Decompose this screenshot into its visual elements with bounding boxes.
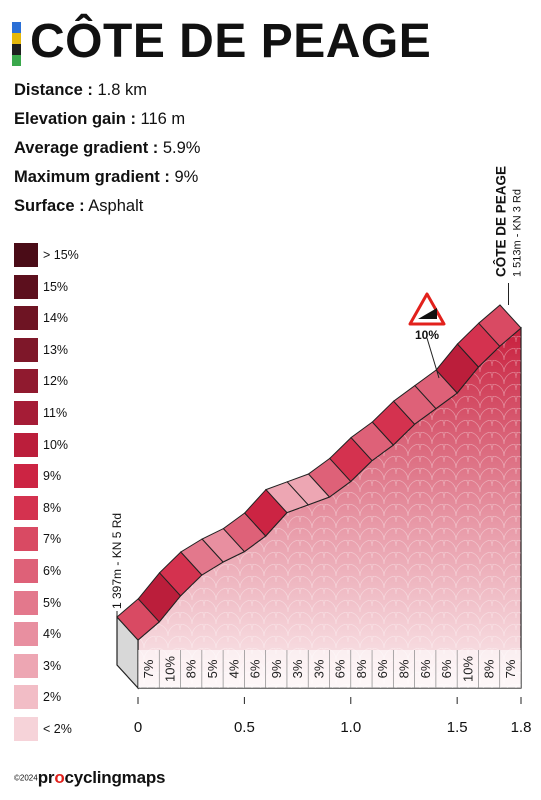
stat-elevation-gain: Elevation gain : 116 m [14, 110, 186, 128]
legend-swatch [14, 716, 38, 741]
segment-gradient-label: 8% [184, 659, 199, 678]
segment-gradient-label: 3% [311, 659, 326, 678]
legend-label: 13% [43, 342, 69, 357]
legend-label: 14% [43, 311, 69, 326]
page-title: CÔTE DE PEAGE [30, 15, 432, 68]
x-tick-label: 1.5 [447, 719, 468, 736]
legend-swatch [14, 622, 38, 647]
legend-swatch [14, 685, 38, 710]
finish-name: CÔTE DE PEAGE [494, 166, 509, 277]
legend-swatch [14, 432, 38, 457]
legend-label: 9% [43, 469, 62, 484]
warning-sign-label: 10% [415, 328, 439, 342]
legend-label: 4% [43, 627, 62, 642]
legend-label: 12% [43, 374, 69, 389]
legend-label: < 2% [43, 721, 72, 736]
legend-label: 2% [43, 690, 62, 705]
legend-swatch [14, 274, 38, 299]
footer-brand: ©2024procyclingmaps [14, 768, 165, 788]
legend-swatch [14, 653, 38, 678]
warning-slope-glyph [418, 308, 437, 319]
segment-gradient-label: 6% [248, 659, 263, 678]
segment-gradient-label: 6% [375, 659, 390, 678]
profile-area-texture [138, 328, 521, 688]
legend-swatch [14, 306, 38, 331]
legend-swatch [14, 590, 38, 615]
start-label: 1 397m - KN 5 Rd [110, 513, 124, 609]
legend-swatch [14, 527, 38, 552]
stripe-black [12, 44, 21, 55]
legend-label: 6% [43, 563, 62, 578]
segment-gradient-label: 4% [226, 659, 241, 678]
legend-label: 3% [43, 658, 62, 673]
legend-swatch [14, 400, 38, 425]
legend-swatch [14, 558, 38, 583]
stat-average-gradient: Average gradient : 5.9% [14, 139, 201, 157]
stripe-blue [12, 22, 21, 33]
segment-gradient-label: 3% [290, 659, 305, 678]
segment-gradient-label: 5% [205, 659, 220, 678]
climb-stats: Distance : 1.8 km Elevation gain : 116 m… [14, 76, 200, 221]
legend-label: 5% [43, 595, 62, 610]
stat-distance: Distance : 1.8 km [14, 81, 147, 99]
segment-gradient-label: 8% [396, 659, 411, 678]
legend-swatch [14, 495, 38, 520]
legend-label: 7% [43, 532, 62, 547]
legend-swatch [14, 369, 38, 394]
legend-label: 15% [43, 279, 69, 294]
segment-gradient-label: 8% [482, 659, 497, 678]
legend-label: > 15% [43, 248, 79, 262]
stat-surface: Surface : Asphalt [14, 197, 144, 215]
segment-gradient-label: 6% [333, 659, 348, 678]
x-tick-label: 1.0 [340, 719, 361, 736]
legend-swatch [14, 337, 38, 362]
legend-label: 11% [43, 405, 68, 420]
segment-gradient-label: 6% [418, 659, 433, 678]
segment-gradient-label: 8% [354, 659, 369, 678]
segment-gradient-label: 6% [439, 659, 454, 678]
segment-gradient-label: 7% [503, 659, 518, 678]
color-stripe [12, 22, 21, 66]
segment-gradient-label: 10% [162, 656, 177, 682]
warning-pointer-line [426, 337, 440, 379]
x-tick-label: 1.8 [511, 719, 532, 736]
finish-label: 1 513m - KN 3 Rd [512, 189, 524, 277]
segment-gradient-label: 9% [269, 659, 284, 678]
segment-gradient-label: 10% [460, 656, 475, 682]
legend-swatch [14, 464, 38, 489]
segment-top [478, 304, 522, 347]
segment-gradient-label: 7% [141, 659, 156, 678]
stat-maximum-gradient: Maximum gradient : 9% [14, 168, 199, 186]
stripe-green [12, 55, 21, 66]
legend-swatch [14, 243, 38, 267]
x-tick-label: 0.5 [234, 719, 255, 736]
x-tick-label: 0 [134, 719, 142, 736]
legend-label: 8% [43, 500, 62, 515]
copyright-text: ©2024 [14, 773, 38, 783]
stripe-yellow [12, 33, 21, 44]
legend-label: 10% [43, 437, 69, 452]
brand-logo: procyclingmaps [37, 768, 166, 787]
warning-sign-icon [408, 292, 446, 326]
